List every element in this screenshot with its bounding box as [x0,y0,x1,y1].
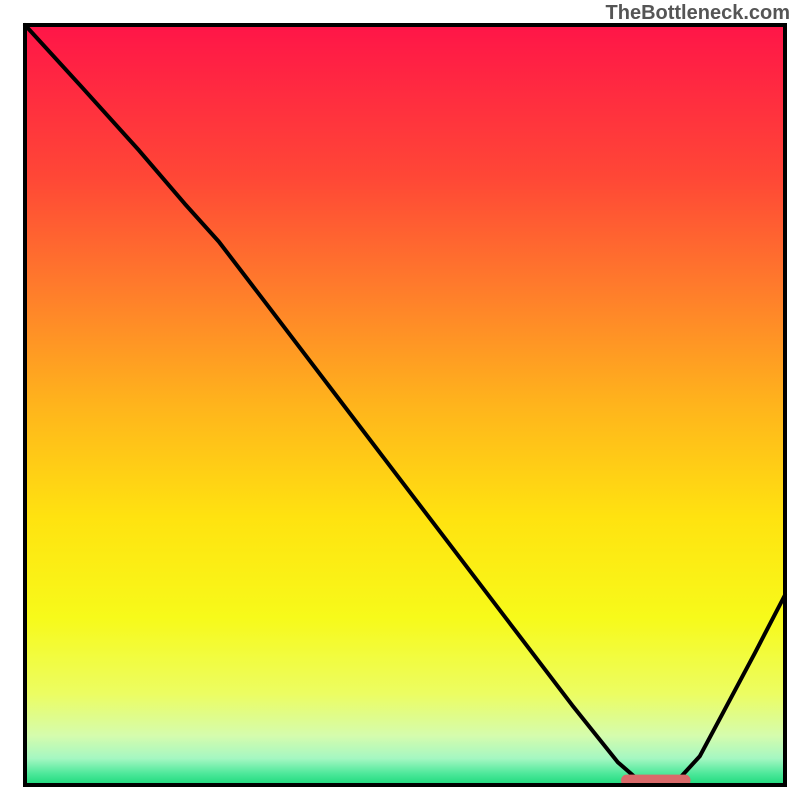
plot-background [25,25,785,785]
chart-container: TheBottleneck.com [0,0,800,800]
attribution-text: TheBottleneck.com [606,2,790,25]
bottleneck-chart [0,0,800,800]
